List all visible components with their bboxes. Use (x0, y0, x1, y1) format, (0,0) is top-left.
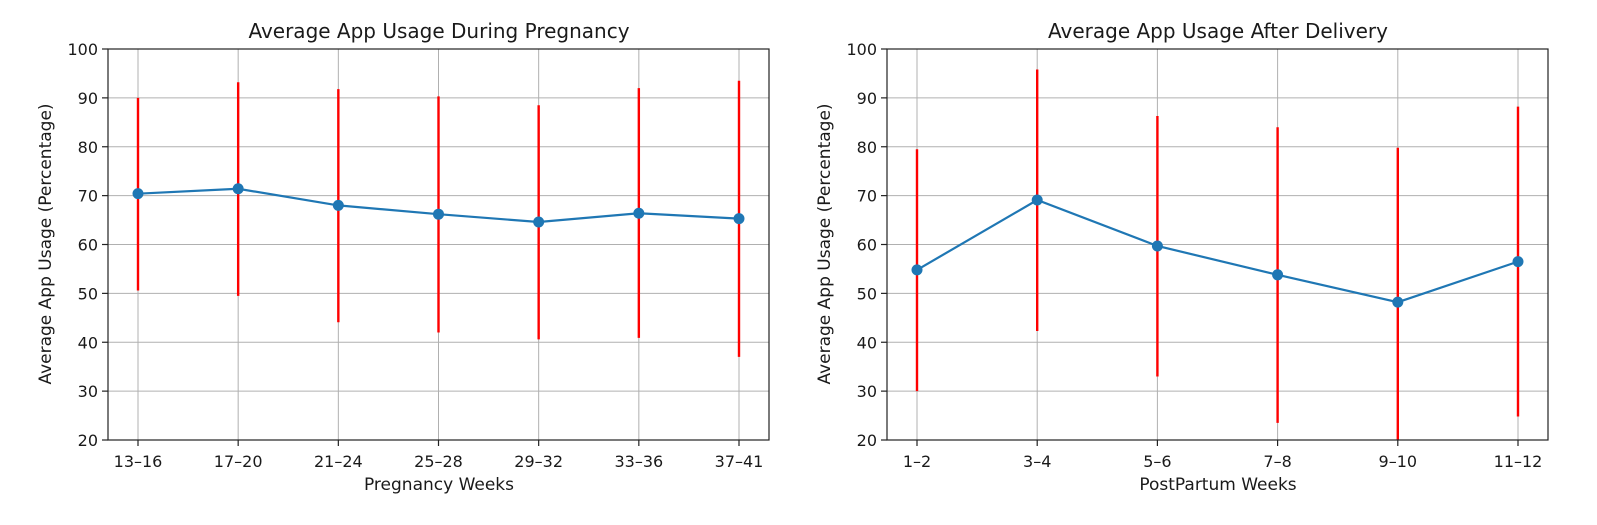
y-tick-label: 50 (857, 284, 877, 303)
data-point (132, 188, 144, 200)
y-tick-label: 60 (857, 236, 877, 255)
plot-frame (886, 48, 1549, 441)
data-point (533, 216, 545, 228)
data-point (1272, 269, 1284, 281)
x-tick-label: 5–6 (1143, 452, 1171, 471)
x-tick-label: 13–16 (114, 452, 163, 471)
data-point (232, 183, 244, 195)
data-point (1512, 256, 1524, 268)
y-tick-label: 90 (857, 89, 877, 108)
plot-frame (107, 48, 770, 441)
data-point (1031, 194, 1043, 206)
y-tick-label: 80 (78, 138, 98, 157)
y-tick-label: 30 (78, 382, 98, 401)
y-tick-label: 20 (78, 431, 98, 450)
x-tick-label: 25–28 (414, 452, 463, 471)
x-tick-label: 37–41 (715, 452, 764, 471)
data-point (733, 213, 745, 225)
y-tick-label: 70 (78, 187, 98, 206)
x-tick-label: 7–8 (1263, 452, 1291, 471)
data-point (1392, 296, 1404, 308)
y-tick-label: 40 (857, 333, 877, 352)
data-point (1151, 240, 1163, 252)
y-tick-label: 60 (78, 236, 98, 255)
x-tick-label: 17–20 (214, 452, 263, 471)
y-tick-label: 100 (67, 40, 98, 59)
x-tick-label: 21–24 (314, 452, 363, 471)
data-point (911, 264, 923, 276)
data-point (433, 208, 444, 220)
chart-title: Average App Usage During Pregnancy (248, 19, 629, 43)
x-tick-label: 33–36 (614, 452, 663, 471)
series-line (916, 198, 1519, 304)
x-axis-label: PostPartum Weeks (1139, 475, 1296, 495)
postpartum-chart: Average App Usage After Delivery PostPar… (815, 19, 1549, 495)
y-tick-label: 80 (857, 138, 877, 157)
chart-title: Average App Usage After Delivery (1048, 19, 1388, 43)
y-axis-label: Average App Usage (Percentage) (815, 103, 835, 384)
data-point (633, 207, 645, 219)
y-tick-label: 40 (78, 333, 98, 352)
x-axis-label: Pregnancy Weeks (364, 475, 514, 495)
pregnancy-chart: Average App Usage During Pregnancy Pregn… (36, 19, 770, 495)
data-point (332, 199, 344, 211)
y-tick-label: 20 (857, 431, 877, 450)
x-tick-label: 11–12 (1494, 452, 1543, 471)
x-tick-label: 1–2 (903, 452, 931, 471)
y-axis-label: Average App Usage (Percentage) (36, 103, 56, 384)
x-tick-label: 3–4 (1023, 452, 1051, 471)
y-tick-label: 30 (857, 382, 877, 401)
x-tick-label: 29–32 (514, 452, 563, 471)
y-tick-label: 50 (78, 284, 98, 303)
y-tick-label: 90 (78, 89, 98, 108)
y-tick-label: 100 (846, 40, 877, 59)
y-tick-label: 70 (857, 187, 877, 206)
x-tick-label: 9–10 (1379, 452, 1418, 471)
